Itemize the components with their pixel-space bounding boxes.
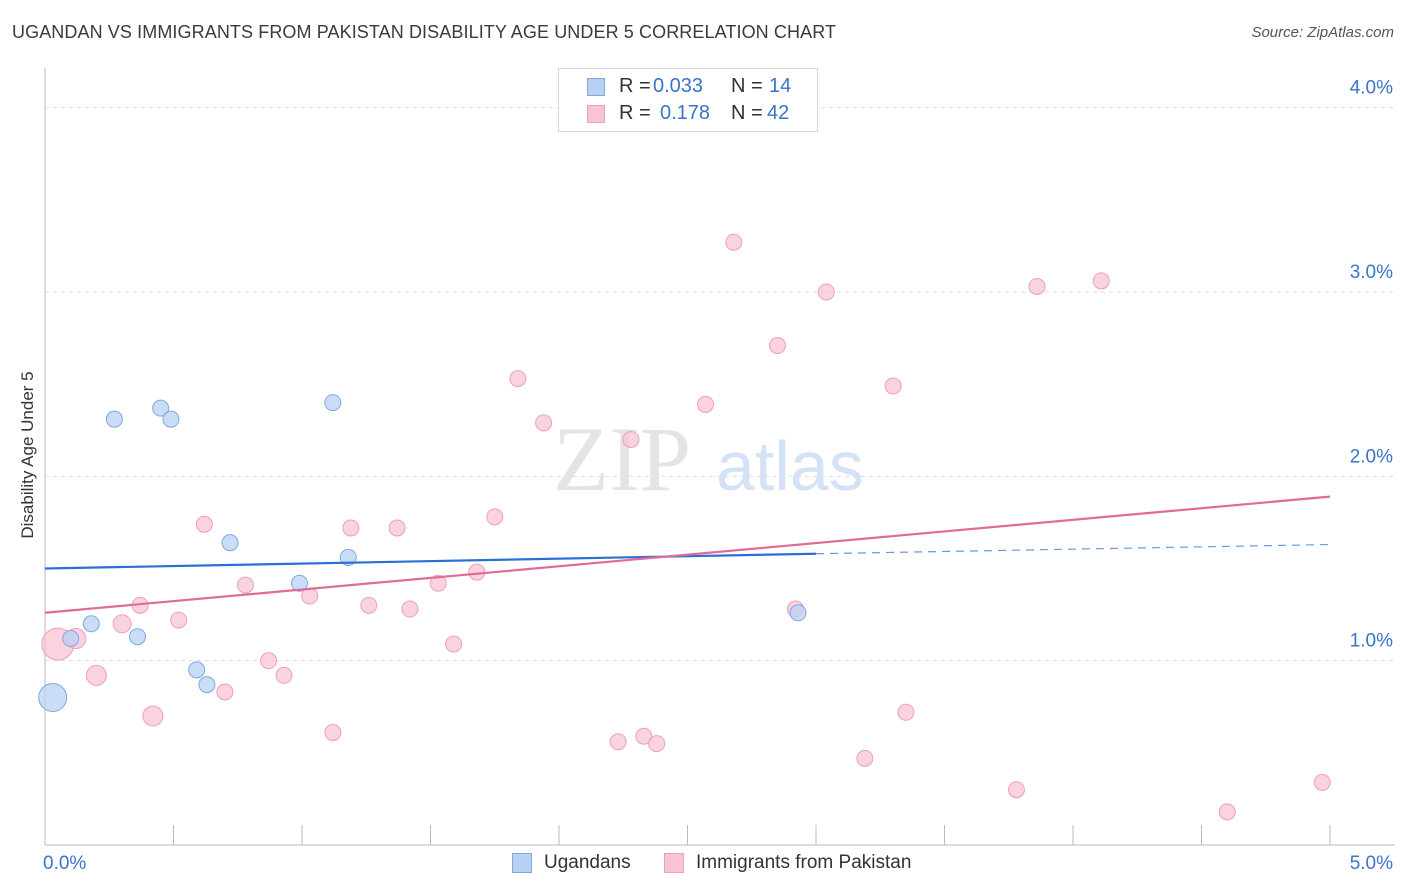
legend-n-value: 14	[769, 75, 792, 97]
x-tick-label: 5.0%	[1350, 853, 1393, 874]
pakistan-point	[170, 611, 188, 629]
ugandans-point	[152, 399, 170, 417]
pakistan-point	[648, 735, 666, 753]
pakistan-point	[429, 574, 447, 592]
pakistan-point	[1092, 272, 1110, 290]
ugandans-point	[188, 661, 206, 679]
pakistan-point	[509, 370, 527, 388]
pakistan-point	[609, 733, 627, 751]
ugandans-point	[221, 534, 239, 552]
labels-layer: 1.0% 2.0% 3.0% 4.0% 0.0% 5.0%	[43, 78, 1393, 874]
chart-title: UGANDAN VS IMMIGRANTS FROM PAKISTAN DISA…	[12, 22, 837, 42]
pakistan-point	[342, 519, 360, 537]
pakistan-point	[884, 377, 902, 395]
x-tick-label: 0.0%	[43, 853, 86, 874]
correlation-legend: R = 0.033 N = 14 R = 0.178 N = 42	[558, 68, 818, 132]
ugandans-point	[105, 410, 123, 428]
legend-n-label: N =	[731, 102, 763, 124]
pakistan-point	[1218, 803, 1236, 821]
ugandans-point	[198, 676, 216, 694]
pakistan-point	[486, 508, 504, 526]
y-tick-label: 2.0%	[1350, 446, 1393, 467]
trend-layer	[44, 495, 1331, 614]
pakistan-trend-line	[44, 495, 1331, 614]
legend-r-value: 0.033	[653, 75, 704, 97]
pakistan-point	[1028, 277, 1046, 295]
ugandans-trend-extension	[815, 543, 1331, 555]
ugandans-point	[62, 630, 80, 648]
pakistan-point	[535, 414, 553, 432]
ugandans-point	[82, 615, 100, 633]
ugandans-point	[339, 548, 357, 566]
pakistan-point	[260, 652, 278, 670]
series-swatch-pakistan	[664, 853, 684, 873]
legend-r-label: R =	[619, 102, 651, 124]
pakistan-point	[388, 519, 406, 537]
watermark-zip: ZIP	[553, 408, 691, 510]
pakistan-point	[85, 664, 107, 686]
pakistan-point	[195, 515, 213, 533]
legend-swatch-ugandans	[587, 78, 605, 96]
pakistan-point	[236, 576, 254, 594]
ugandans-trend-line	[44, 552, 817, 570]
source-label: Source: ZipAtlas.com	[1251, 24, 1394, 41]
pakistan-point	[897, 703, 915, 721]
series-swatch-ugandans	[512, 853, 532, 873]
y-tick-label: 3.0%	[1350, 262, 1393, 283]
y-axis-label: Disability Age Under 5	[18, 371, 37, 539]
y-tick-label: 4.0%	[1350, 78, 1393, 99]
legend-n-label: N =	[731, 75, 763, 97]
pakistan-point	[142, 705, 164, 727]
pakistan-point	[635, 727, 653, 745]
pakistan-point	[216, 683, 234, 701]
pakistan-point	[445, 635, 463, 653]
ugandans-point	[324, 394, 342, 412]
axes-layer	[44, 68, 1395, 846]
points-layer	[38, 233, 1331, 821]
legend-r-value: 0.178	[660, 102, 711, 124]
legend-r-label: R =	[619, 75, 651, 97]
pakistan-point	[112, 614, 132, 634]
pakistan-point	[768, 336, 786, 354]
ugandans-point	[129, 628, 147, 646]
pakistan-point	[275, 666, 293, 684]
pakistan-point	[725, 233, 743, 251]
ugandans-point	[162, 410, 180, 428]
pakistan-point	[622, 430, 640, 448]
watermark: ZIP atlas	[553, 408, 864, 510]
ugandans-point	[38, 683, 68, 713]
pakistan-point	[301, 587, 319, 605]
pakistan-point	[1313, 773, 1331, 791]
series-label-ugandans: Ugandans	[544, 852, 631, 873]
watermark-atlas: atlas	[716, 427, 864, 505]
pakistan-point	[1007, 781, 1025, 799]
pakistan-point	[324, 724, 342, 742]
pakistan-point	[817, 283, 835, 301]
pakistan-point	[856, 749, 874, 767]
series-label-pakistan: Immigrants from Pakistan	[696, 852, 912, 873]
legend-swatch-pakistan	[587, 105, 605, 123]
legend-n-value: 42	[767, 102, 790, 124]
pakistan-point	[360, 596, 378, 614]
ugandans-point	[290, 574, 308, 592]
pakistan-point	[401, 600, 419, 618]
y-tick-label: 1.0%	[1350, 631, 1393, 652]
ugandans-point	[789, 604, 807, 622]
pakistan-point	[696, 395, 714, 413]
